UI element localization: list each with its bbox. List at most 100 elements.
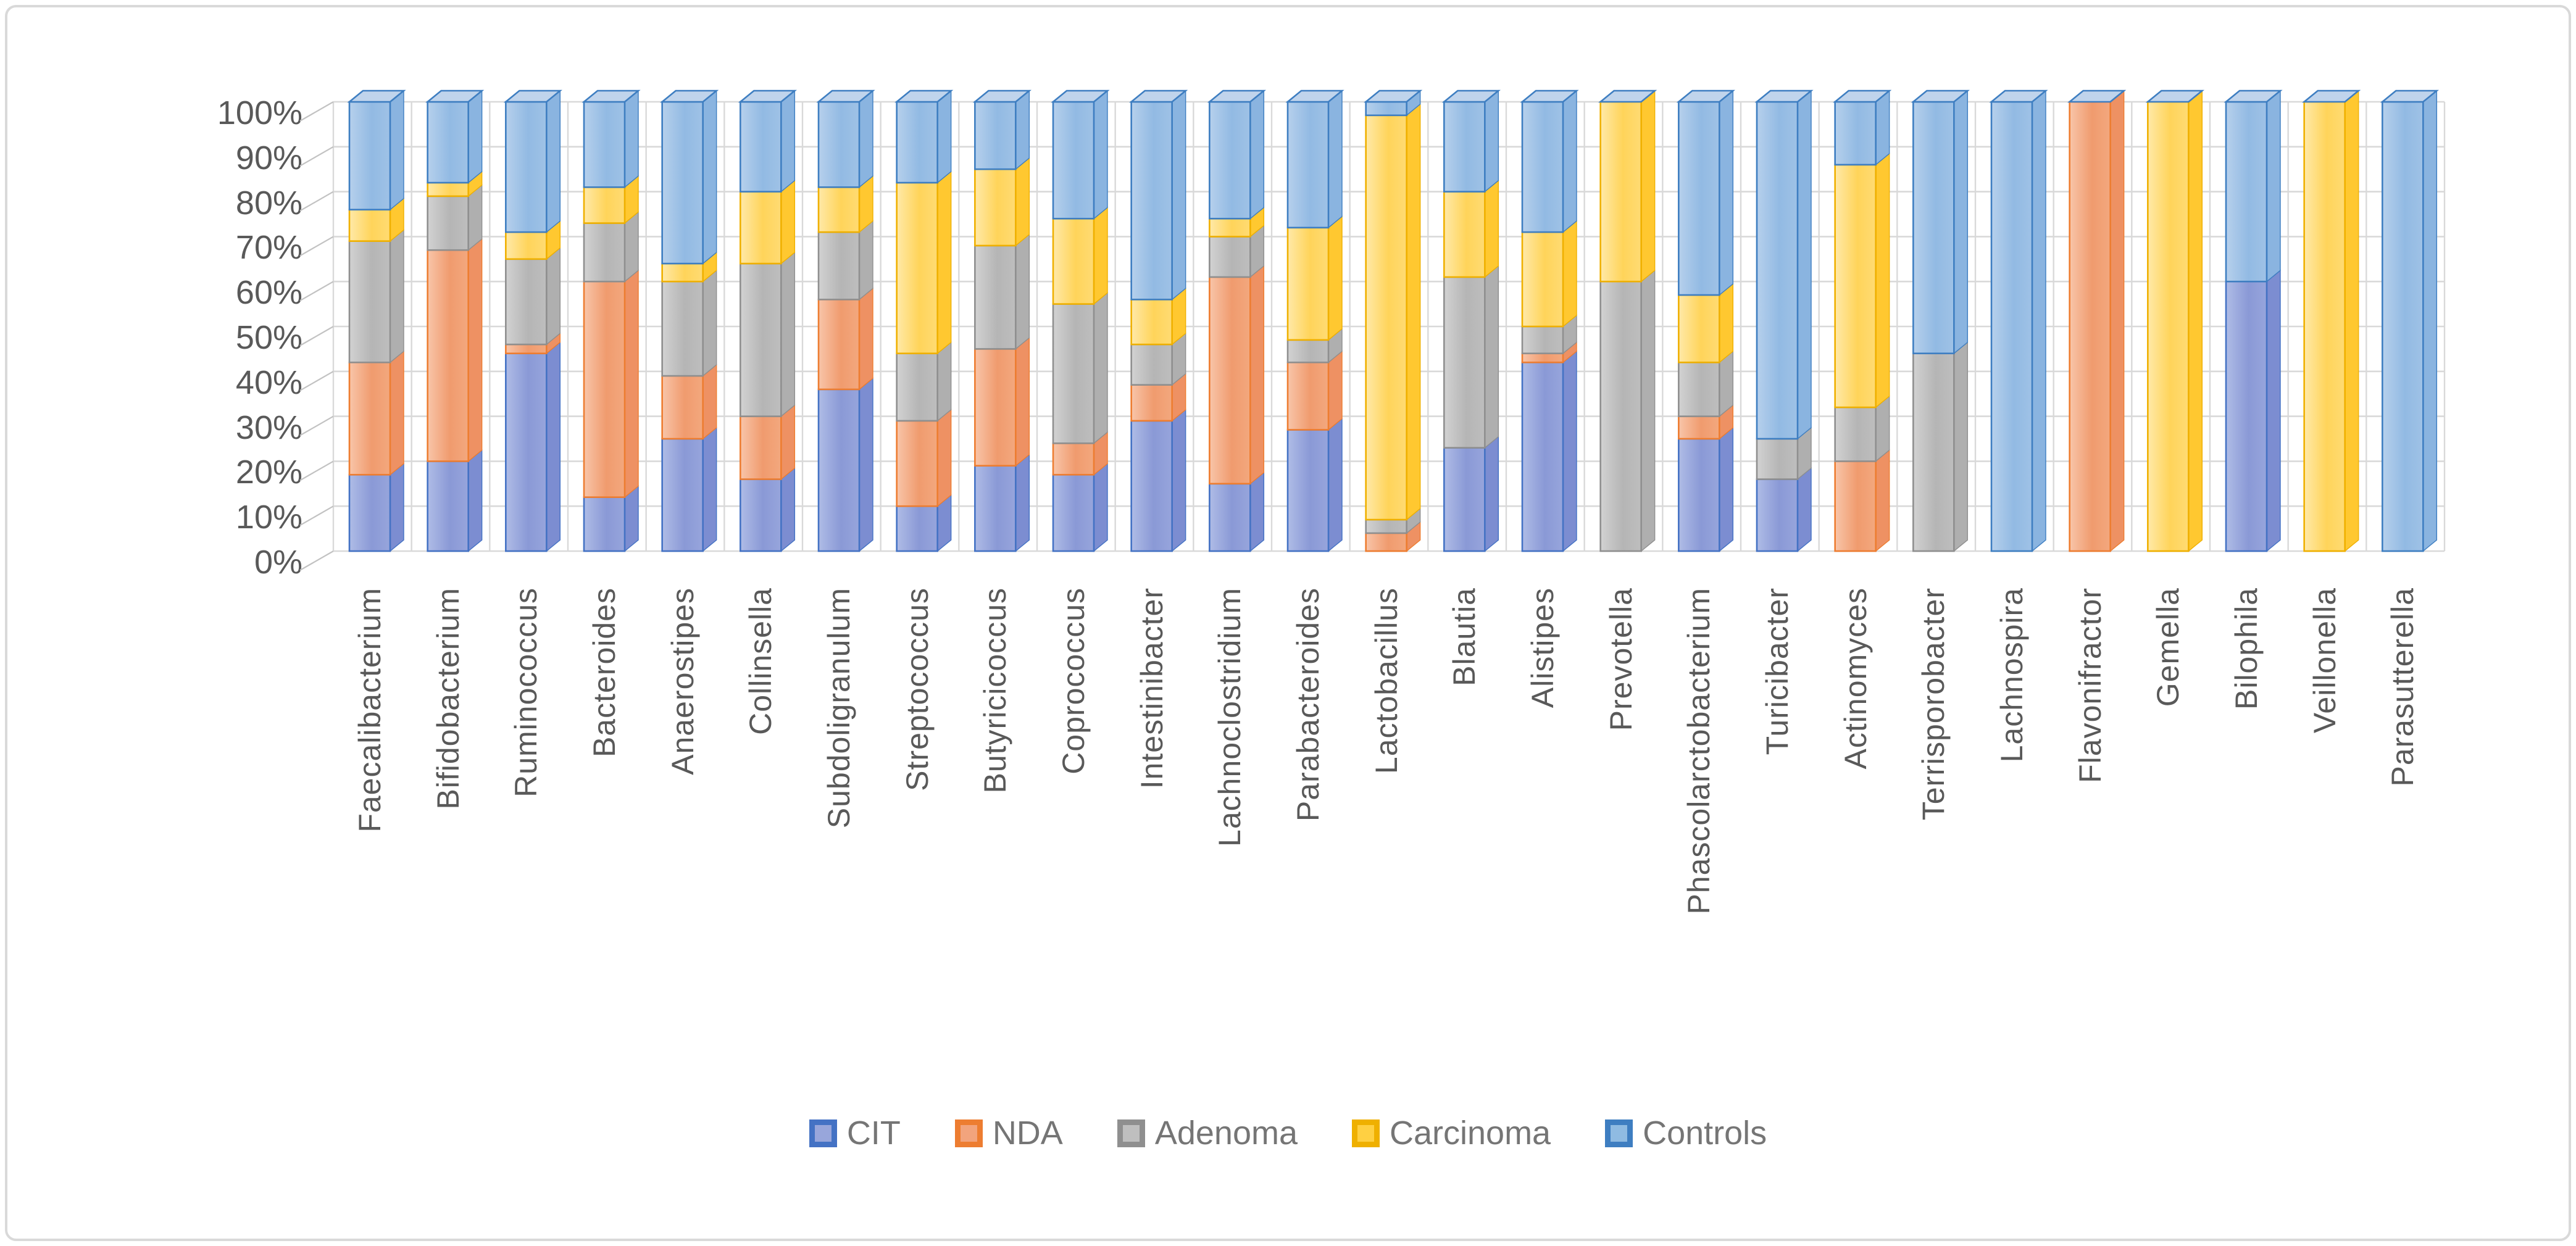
segment-Controls (1912, 101, 1955, 354)
axis-tick-diagonal (299, 146, 334, 167)
bar-top-cap (2067, 89, 2127, 103)
segment-side-Adenoma (624, 211, 639, 283)
bar-Flavonifractor (2067, 89, 2127, 552)
bar-Blautia (1441, 89, 1501, 552)
segment-side-Controls (1171, 89, 1186, 301)
bar-Anaerostipes (660, 89, 719, 552)
segment-side-CIT (702, 426, 717, 552)
segment-side-Adenoma (1484, 265, 1499, 449)
segment-side-Adenoma (702, 269, 717, 377)
legend-item-Controls: Controls (1605, 1115, 1767, 1152)
segment-NDA (974, 348, 1017, 467)
segment-side-Controls (936, 89, 952, 184)
bar-Veillonella (2302, 89, 2361, 552)
segment-side-Controls (390, 89, 404, 211)
bar-Bilophila (2224, 89, 2283, 552)
segment-side-CIT (2266, 269, 2281, 552)
y-axis-label-30%: 30% (235, 409, 302, 446)
y-axis-label-20%: 20% (235, 454, 302, 491)
y-axis-label-90%: 90% (235, 139, 302, 177)
segment-Adenoma (817, 231, 861, 301)
segment-side-NDA (1328, 350, 1343, 431)
bar-Parasutterella (2380, 89, 2439, 552)
segment-side-Carcinoma (1328, 215, 1343, 341)
segment-NDA (740, 415, 782, 480)
segment-side-Controls (624, 89, 639, 188)
segment-side-CIT (390, 462, 404, 552)
segment-side-Adenoma (546, 247, 561, 346)
x-axis-label-Ruminococcus: Ruminococcus (509, 588, 544, 797)
bar-top-cap (1285, 89, 1344, 103)
segment-CIT (1521, 361, 1564, 552)
segment-Carcinoma (661, 262, 704, 283)
segment-Carcinoma (817, 186, 861, 233)
bar-top-cap (1911, 89, 1970, 103)
segment-side-Carcinoma (1406, 103, 1421, 521)
segment-side-Controls (1249, 89, 1265, 220)
segment-side-CIT (1093, 462, 1108, 552)
segment-Controls (2225, 101, 2268, 283)
axis-tick-diagonal (299, 460, 334, 481)
segment-CIT (505, 352, 548, 552)
bar-Parabacteroides (1285, 89, 1344, 552)
x-axis-label-Prevotella: Prevotella (1603, 588, 1638, 731)
segment-CIT (1678, 438, 1720, 552)
segment-Adenoma (348, 240, 391, 363)
segment-NDA (1052, 442, 1095, 476)
segment-side-Controls (2266, 89, 2281, 283)
legend-item-NDA: NDA (954, 1115, 1063, 1152)
segment-side-NDA (2109, 89, 2125, 552)
x-axis-label-Alistipes: Alistipes (1525, 588, 1560, 708)
segment-Controls (1834, 101, 1877, 166)
segment-side-Adenoma (1093, 292, 1108, 444)
x-axis-label-Actinomyces: Actinomyces (1838, 588, 1873, 770)
x-axis-label-Subdoligranulum: Subdoligranulum (822, 588, 856, 829)
bar-top-cap (2380, 89, 2439, 103)
segment-side-CIT (1719, 426, 1734, 552)
segment-side-Controls (859, 89, 873, 188)
segment-side-CIT (546, 341, 561, 552)
axis-tick-diagonal (299, 191, 334, 212)
segment-side-Controls (467, 89, 483, 184)
segment-side-NDA (390, 350, 404, 476)
x-axis-label-Butyricicoccus: Butyricicoccus (978, 588, 1013, 794)
bar-Bifidobacterium (425, 89, 485, 552)
bar-Lachnospira (1989, 89, 2048, 552)
segment-Carcinoma (427, 181, 469, 197)
segment-Adenoma (974, 244, 1017, 350)
bar-top-cap (660, 89, 719, 103)
segment-CIT (661, 438, 704, 552)
segment-Carcinoma (1834, 164, 1877, 409)
segment-side-Carcinoma (936, 170, 952, 355)
bar-Intestinibacter (1129, 89, 1188, 552)
segment-side-NDA (1875, 449, 1890, 552)
segment-Adenoma (740, 262, 782, 417)
segment-side-Carcinoma (2344, 89, 2359, 552)
segment-Controls (2382, 101, 2424, 552)
segment-Controls (583, 101, 626, 188)
legend-item-Adenoma: Adenoma (1117, 1115, 1298, 1152)
legend-swatch-Carcinoma (1352, 1119, 1380, 1147)
segment-CIT (1756, 478, 1799, 552)
bar-Streptococcus (894, 89, 954, 552)
segment-CIT (974, 465, 1017, 552)
segment-Carcinoma (348, 209, 391, 242)
segment-Carcinoma (1365, 114, 1407, 521)
segment-side-Carcinoma (1719, 283, 1734, 363)
bar-top-cap (1364, 89, 1423, 103)
axis-tick-diagonal (299, 550, 334, 571)
segment-Adenoma (1756, 438, 1799, 480)
segment-Adenoma (505, 258, 548, 346)
segment-Carcinoma (896, 181, 938, 354)
bar-top-cap (1598, 89, 1657, 103)
bar-Coprococcus (1051, 89, 1110, 552)
legend: CIT NDA Adenoma Carcinoma Controls (0, 1115, 2576, 1152)
segment-CIT (1286, 429, 1330, 552)
bar-top-cap (894, 89, 954, 103)
bar-top-cap (2302, 89, 2361, 103)
legend-swatch-NDA (954, 1119, 983, 1147)
segment-side-Adenoma (1953, 341, 1969, 552)
x-axis-label-Lachnospira: Lachnospira (1995, 588, 2029, 763)
segment-CIT (1052, 473, 1095, 552)
